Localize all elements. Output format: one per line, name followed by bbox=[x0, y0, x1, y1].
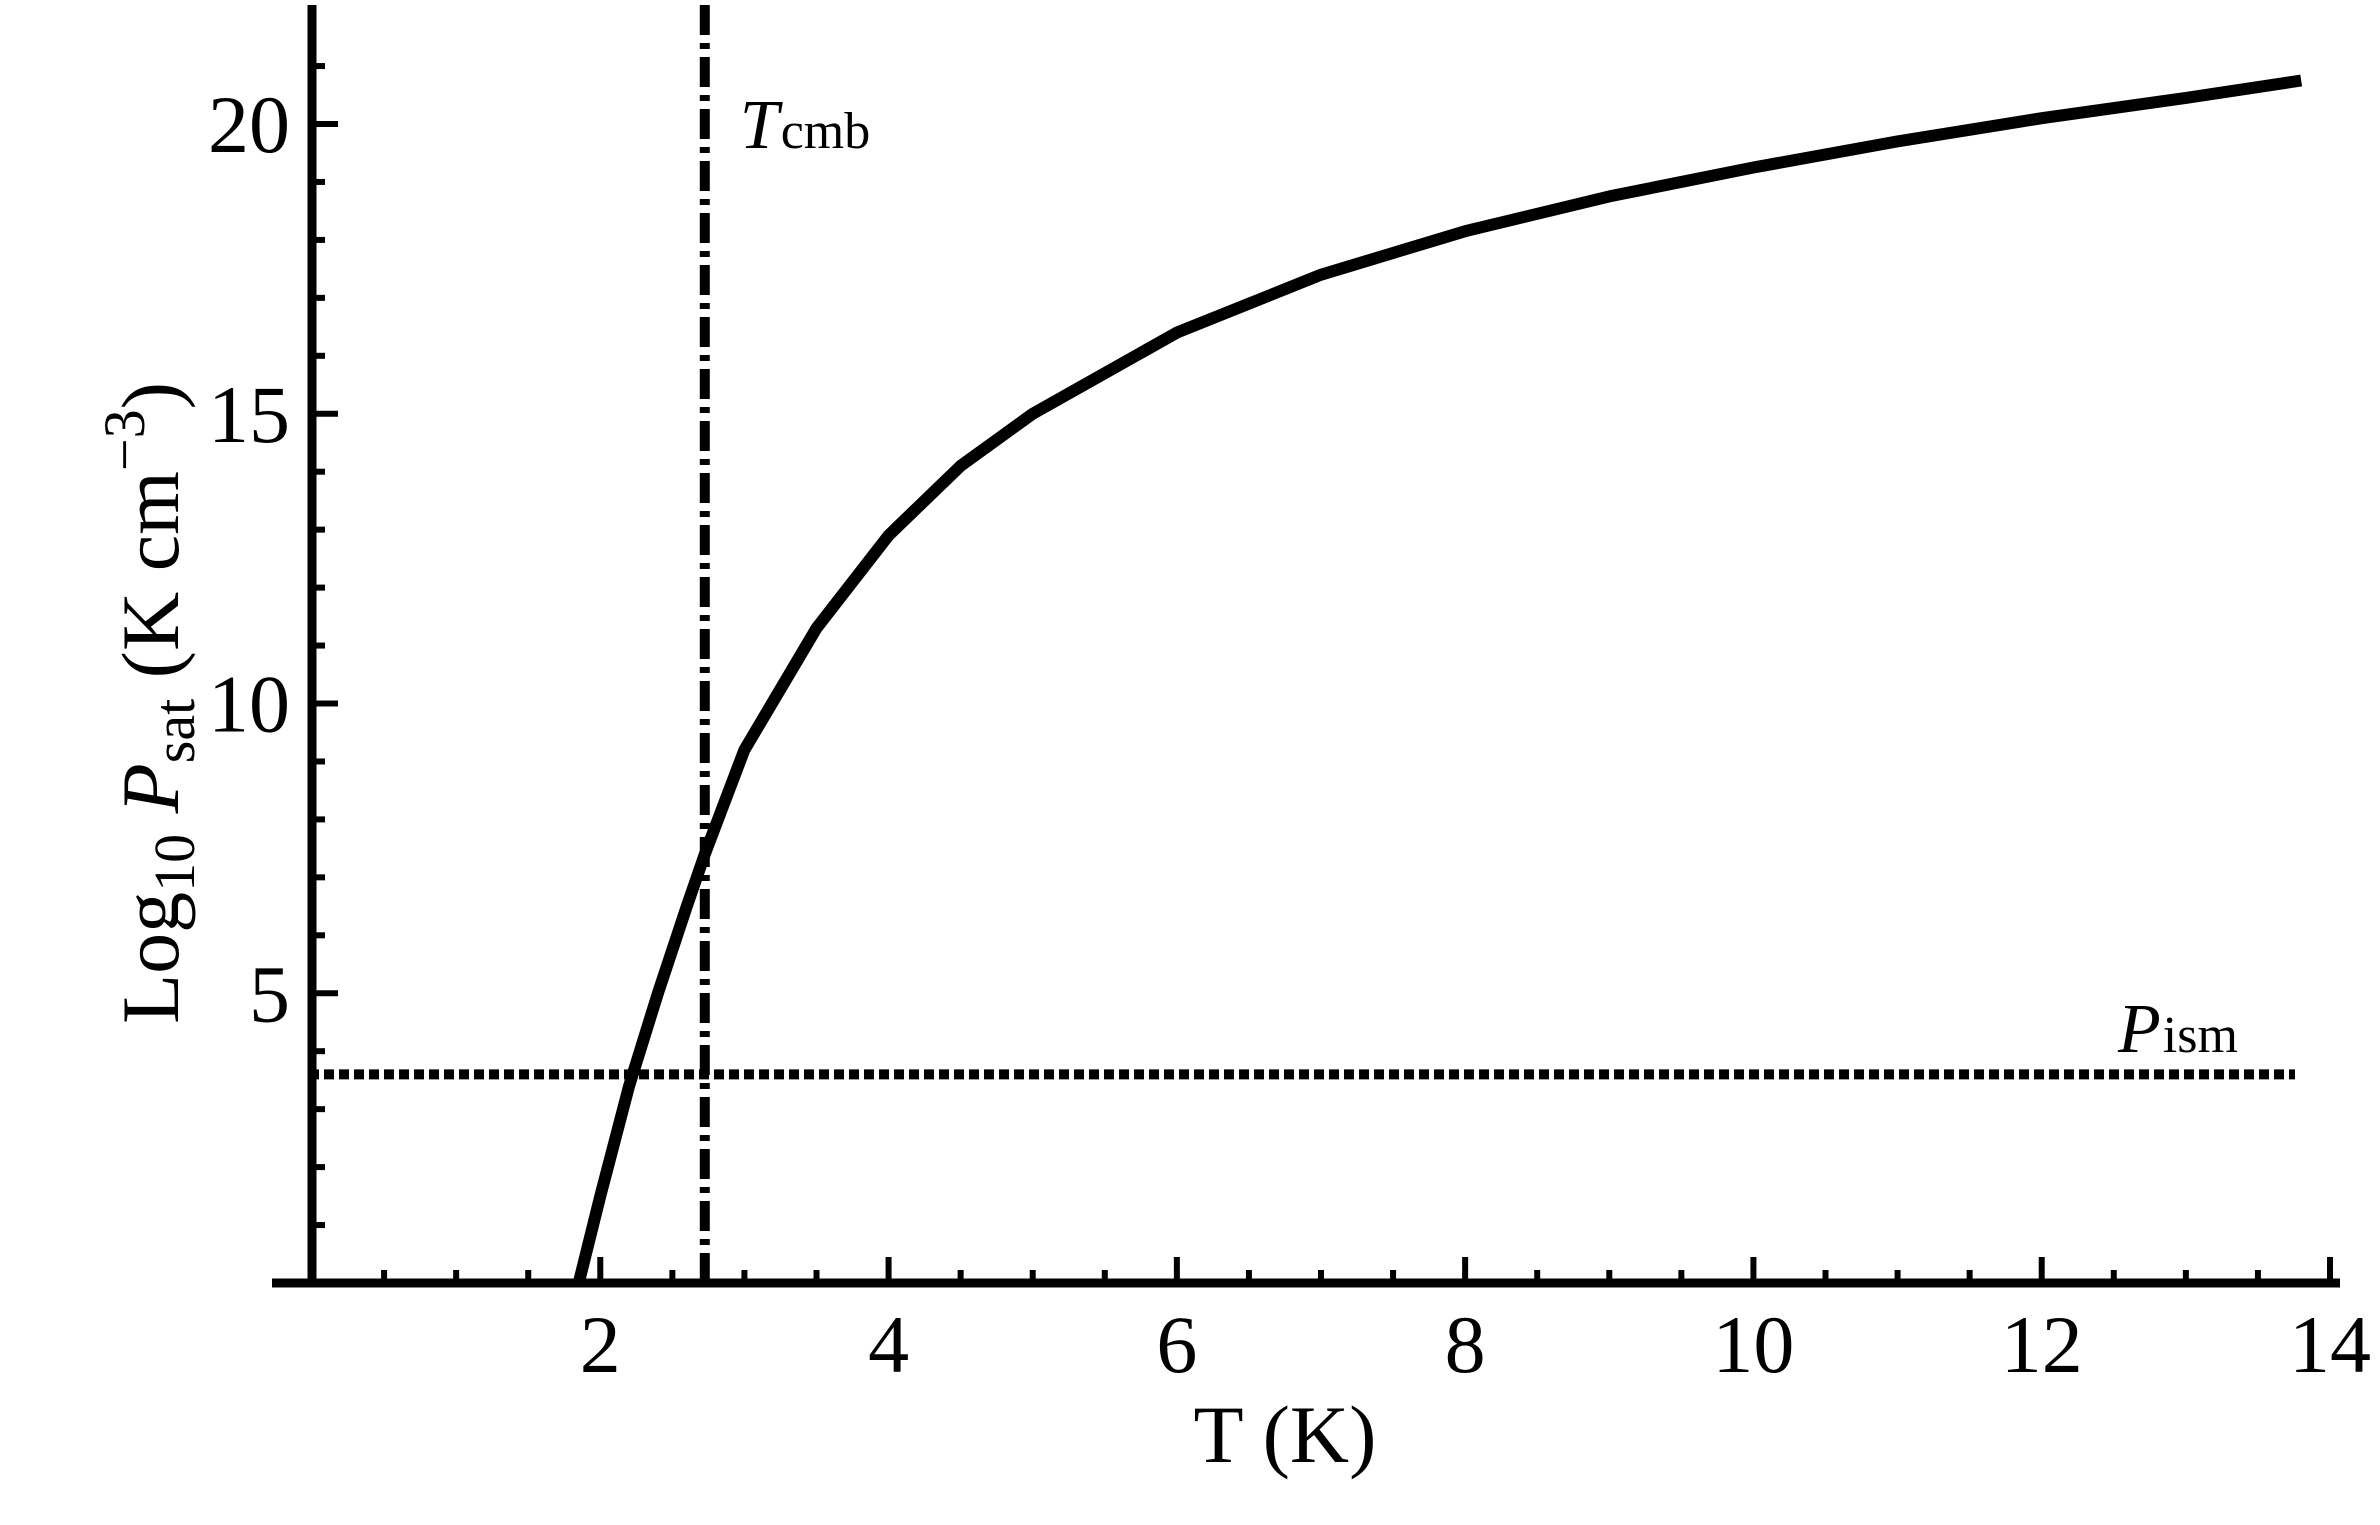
axes-layer bbox=[272, 5, 2340, 1288]
x-tick-label: 14 bbox=[2289, 1299, 2371, 1390]
series-line-p-sat bbox=[572, 74, 2303, 1285]
x-tick-label: 2 bbox=[580, 1299, 621, 1390]
x-tick-label: 4 bbox=[868, 1299, 909, 1390]
y-axis-label: Log10 Psat (K cm−3) bbox=[92, 382, 207, 1024]
x-tick-label: 8 bbox=[1445, 1299, 1486, 1390]
labels-layer: Tcmb Pism 2 4 6 8 10 12 14 5 10 15 20 T (K) Log10 Psat… bbox=[92, 79, 2371, 1480]
y-axis-label-group: Log10 Psat (K cm−3) bbox=[92, 382, 207, 1024]
y-tick-label: 15 bbox=[208, 369, 290, 460]
y-tick-label: 10 bbox=[208, 659, 290, 750]
reference-lines-layer bbox=[309, 5, 2295, 1283]
x-axis-label: T (K) bbox=[1194, 1389, 1377, 1480]
x-tick-label: 6 bbox=[1156, 1299, 1197, 1390]
y-tick-label: 20 bbox=[208, 79, 290, 170]
x-tick-label: 10 bbox=[1712, 1299, 1794, 1390]
ticks-layer bbox=[312, 63, 2333, 1283]
x-tick-label: 12 bbox=[2001, 1299, 2083, 1390]
label-t-cmb: Tcmb bbox=[740, 87, 870, 164]
y-tick-label: 5 bbox=[249, 948, 290, 1039]
label-p-ism: Pism bbox=[2117, 991, 2238, 1068]
series-layer bbox=[572, 74, 2303, 1285]
